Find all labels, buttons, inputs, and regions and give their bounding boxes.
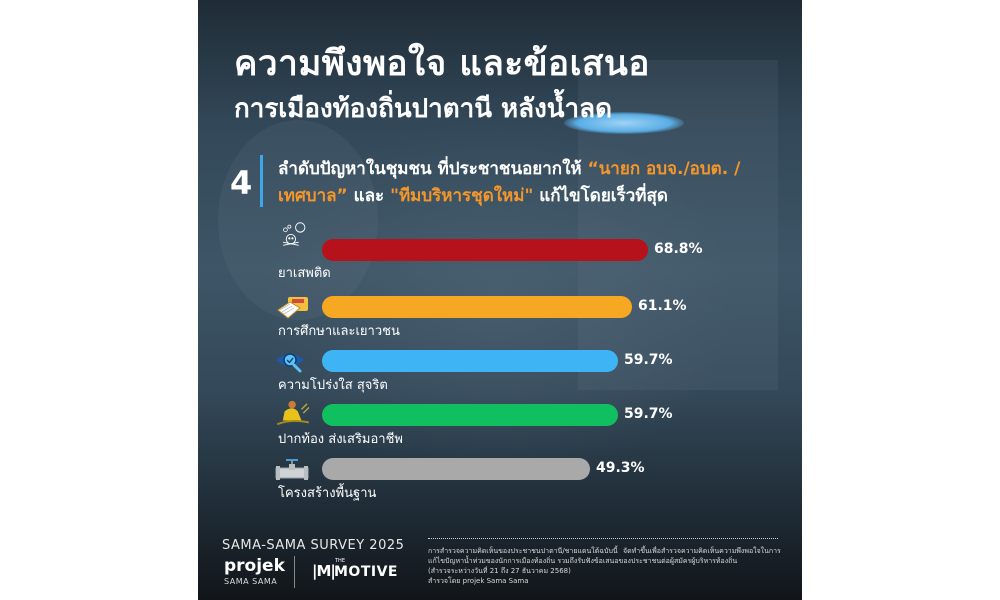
- footer-dotted-divider: [428, 538, 778, 539]
- chart-row-infrastructure: 49.3% โครงสร้างพื้นฐาน: [198, 436, 802, 501]
- value-education: 61.1%: [638, 298, 687, 314]
- projek-logo-subtitle: SAMA SAMA: [224, 577, 278, 586]
- eye-magnifier-transparency-icon: [276, 353, 304, 373]
- logo-divider: [294, 556, 295, 588]
- the-motive-logo: MOTIVE: [334, 564, 398, 580]
- the-motive-logo-mark-icon: |M|: [312, 562, 336, 580]
- value-livelihood: 59.7%: [624, 406, 673, 422]
- question-text-part1: ลำดับปัญหาในชุมชน ที่ประชาชนอยากให้: [278, 159, 588, 179]
- chart-row-transparency: 59.7% ความโปร่งใส สุจริต: [198, 328, 802, 393]
- chart-row-drugs: 68.8% ยาเสพติด: [198, 218, 802, 281]
- label-infrastructure: โครงสร้างพื้นฐาน: [278, 486, 377, 501]
- bar-education: [322, 296, 632, 318]
- pipe-valve-infrastructure-icon: [275, 459, 309, 480]
- chart-row-livelihood: 59.7% ปากท้อง ส่งเสริมอาชีพ: [198, 382, 802, 447]
- page-subtitle: การเมืองท้องถิ่นปาตานี หลังน้ำลด: [234, 94, 612, 124]
- value-transparency: 59.7%: [624, 352, 673, 368]
- bar-livelihood: [322, 404, 618, 426]
- value-infrastructure: 49.3%: [596, 460, 645, 476]
- label-drugs: ยาเสพติด: [278, 266, 331, 281]
- farmer-livelihood-icon: [276, 400, 310, 426]
- footnote-line2: แก้ไขปัญหาน้ำท่วมของนักการเมืองท้องถิ่น …: [428, 557, 738, 565]
- question-number: 4: [230, 164, 253, 202]
- question-text-part3: แก้ไขโดยเร็วที่สุด: [533, 186, 668, 206]
- label-livelihood: ปากท้อง ส่งเสริมอาชีพ: [278, 432, 403, 447]
- question-divider: [260, 155, 263, 207]
- background-tree-silhouette: [218, 120, 378, 320]
- projek-logo: projek: [224, 556, 285, 576]
- skull-drug-icon: [283, 222, 306, 246]
- label-education: การศึกษาและเยาวชน: [278, 324, 400, 339]
- footnote-line4: สำรวจโดย projek Sama Sama: [428, 577, 529, 585]
- bar-transparency: [322, 350, 618, 372]
- chart-row-education: 61.1% การศึกษาและเยาวชน: [198, 274, 802, 339]
- page-title: ความพึงพอใจ และข้อเสนอ: [234, 44, 650, 84]
- question-highlight-mayor: “นายก อบจ./อบต. /เทศบาล”: [278, 159, 741, 206]
- bar-drugs: [322, 239, 648, 261]
- water-splash-icon: [564, 112, 684, 134]
- footnote-line3: (สำรวจระหว่างวันที่ 21 ถึง 27 ธันวาคม 25…: [428, 567, 571, 575]
- the-motive-logo-the: THE: [335, 558, 345, 564]
- bar-infrastructure: [322, 458, 590, 480]
- infographic-panel: ความพึงพอใจ และข้อเสนอ การเมืองท้องถิ่นป…: [198, 0, 802, 600]
- survey-name: SAMA-SAMA SURVEY 2025: [222, 538, 405, 553]
- question-text-part2: และ: [347, 186, 391, 206]
- footnote-col2-line1: จัดทำขึ้นเพื่อสำรวจความคิดเห็นความพึงพอใ…: [623, 547, 781, 555]
- question-highlight-new-team: "ทีมบริหารชุดใหม่": [390, 186, 534, 206]
- books-education-icon: [277, 297, 308, 319]
- footnote-line1: การสำรวจความคิดเห็นของประชาชนปาตานี/ชายแ…: [428, 547, 618, 555]
- value-drugs: 68.8%: [654, 241, 703, 257]
- label-transparency: ความโปร่งใส สุจริต: [278, 378, 388, 393]
- question-text: ลำดับปัญหาในชุมชน ที่ประชาชนอยากให้ “นาย…: [278, 156, 798, 210]
